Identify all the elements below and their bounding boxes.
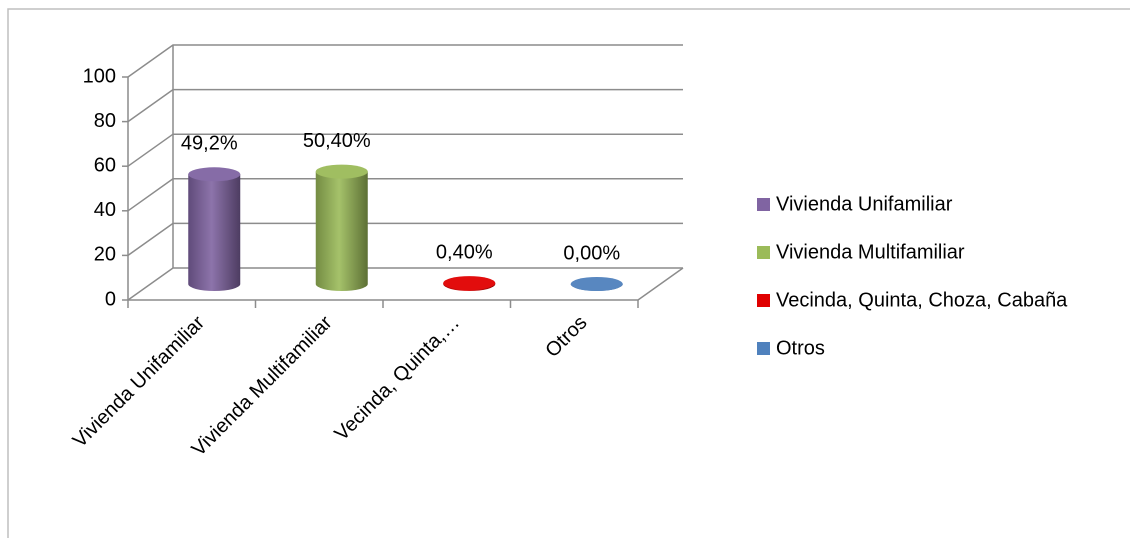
legend-swatch: [757, 246, 770, 259]
legend-swatch: [757, 294, 770, 307]
y-tick-label: 80: [94, 110, 116, 132]
chart-border: [7, 8, 1130, 538]
y-tick-label: 0: [105, 288, 116, 310]
value-label: 0,40%: [436, 241, 493, 263]
y-tick-label: 40: [94, 199, 116, 221]
y-tick-label: 60: [94, 154, 116, 176]
legend-label: Vivienda Multifamiliar: [776, 241, 965, 263]
legend-label: Vivienda Unifamiliar: [776, 193, 953, 215]
grid-line: [127, 178, 683, 212]
bar-top: [570, 277, 623, 291]
y-tick-label: 100: [83, 65, 116, 87]
bar: [188, 174, 241, 291]
grid-line: [127, 267, 683, 301]
x-tick-label: Vecinda, Quinta,…: [331, 312, 464, 445]
bar: [315, 171, 368, 291]
legend-swatch: [757, 342, 770, 355]
x-tick-label: Vivienda Multifamiliar: [188, 311, 337, 460]
value-label: 50,40%: [303, 130, 371, 152]
x-tick-label: Vivienda Unifamiliar: [69, 311, 210, 452]
grid-line: [127, 44, 683, 78]
value-label: 0,00%: [563, 242, 620, 264]
grid-line: [127, 133, 683, 167]
legend-swatch: [757, 198, 770, 211]
legend-label: Vecinda, Quinta, Choza, Cabaña: [776, 289, 1068, 311]
bar-top: [315, 164, 368, 179]
legend-label: Otros: [776, 337, 825, 359]
x-tick-label: Otros: [541, 312, 591, 362]
grid-line: [127, 222, 683, 257]
value-label: 49,2%: [181, 133, 238, 155]
y-tick-label: 20: [94, 244, 116, 266]
grid-line: [127, 88, 683, 123]
bar-top: [188, 167, 241, 182]
bar-top: [443, 276, 496, 291]
